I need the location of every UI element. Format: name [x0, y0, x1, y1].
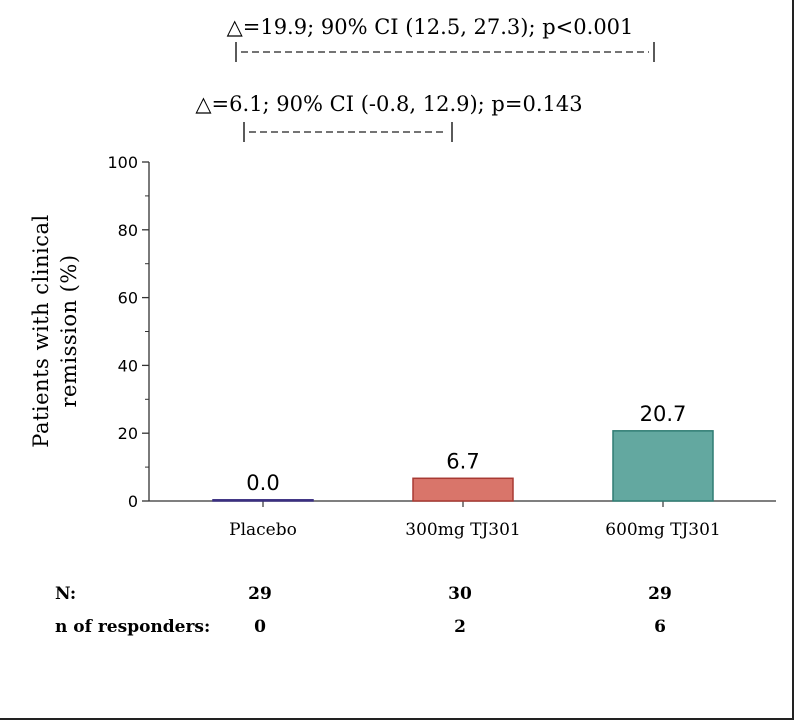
y-tick-label: 20 — [118, 424, 138, 443]
y-tick-label: 100 — [107, 153, 138, 172]
y-axis-title-line: Patients with clinical — [29, 214, 53, 447]
y-tick-label: 80 — [118, 221, 138, 240]
y-axis-title: Patients with clinical remission (%) — [29, 214, 81, 447]
y-tick-label: 0 — [128, 492, 138, 511]
bar — [212, 499, 314, 502]
comparison-annotation-text: △=19.9; 90% CI (12.5, 27.3); p<0.001 — [227, 15, 634, 39]
summary-table: N: 29 30 29 n of responders: 0 2 6 — [55, 584, 672, 637]
comparison-annotation-text: △=6.1; 90% CI (-0.8, 12.9); p=0.143 — [195, 92, 582, 116]
table-cell: 30 — [448, 584, 472, 604]
table-row-label: n of responders: — [55, 617, 210, 637]
y-axis-label: Patients with clinical remission (%) — [29, 214, 81, 447]
x-tick-label: Placebo — [229, 520, 297, 540]
chart-bars: 0.0 Placebo 6.7 300mg TJ301 20.7 600mg TJ301 — [212, 402, 721, 540]
bar — [612, 430, 714, 502]
table-cell: 29 — [648, 584, 672, 604]
table-row-label: N: — [55, 584, 76, 604]
comparison-annotations: △=19.9; 90% CI (12.5, 27.3); p<0.001 △=6.… — [195, 15, 655, 142]
table-cell: 0 — [254, 617, 266, 637]
table-cell: 6 — [654, 617, 666, 637]
bar-value-label: 20.7 — [640, 402, 687, 426]
bar — [412, 477, 514, 502]
y-tick-label: 60 — [118, 289, 138, 308]
bar-value-label: 0.0 — [246, 471, 279, 495]
y-axis-title-line: remission (%) — [57, 254, 81, 407]
bar-value-label: 6.7 — [446, 449, 479, 473]
x-tick-label: 600mg TJ301 — [605, 520, 720, 540]
table-cell: 29 — [248, 584, 272, 604]
y-tick-label: 40 — [118, 356, 138, 375]
x-tick-label: 300mg TJ301 — [405, 520, 520, 540]
table-cell: 2 — [454, 617, 466, 637]
